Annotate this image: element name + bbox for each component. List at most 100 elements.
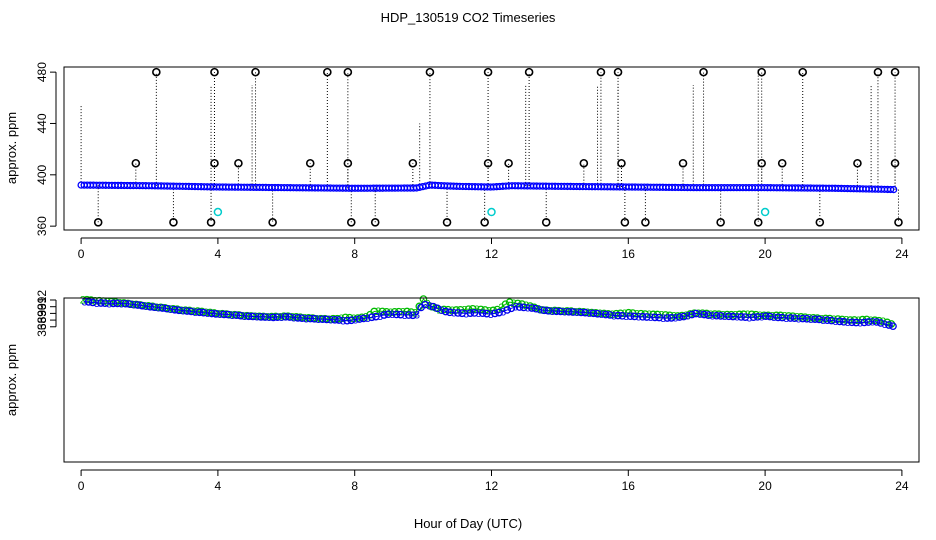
series-point-3 xyxy=(466,309,475,317)
series-point-2 xyxy=(468,304,477,313)
series-symbol-3: 3 xyxy=(599,309,605,321)
y-tick-label: 390 xyxy=(35,303,49,323)
y-tick-label: 368 xyxy=(35,316,49,336)
top-plot-frame xyxy=(63,66,920,231)
series-symbol-2: 2 xyxy=(708,309,714,321)
top-spike-lines xyxy=(80,67,899,223)
series-point-3 xyxy=(257,312,265,321)
series-point-3 xyxy=(835,317,844,326)
series-point-3 xyxy=(183,307,191,315)
flag-point xyxy=(305,158,315,168)
x-tick-label: 8 xyxy=(351,479,358,493)
series-symbol-3: 3 xyxy=(291,312,297,324)
series-point-3 xyxy=(175,306,183,315)
chart-title: HDP_130519 CO2 Timeseries xyxy=(381,10,556,25)
x-tick-label: 20 xyxy=(758,247,772,261)
series-point-3 xyxy=(207,309,216,318)
series-point-3 xyxy=(298,314,306,323)
series-symbol-3: 3 xyxy=(709,311,715,323)
series-point-3 xyxy=(716,312,725,320)
series-point-3 xyxy=(614,311,622,320)
series-point-3 xyxy=(331,315,339,324)
series-symbol-3: 3 xyxy=(783,313,789,325)
series-point-3 xyxy=(737,313,746,321)
flag-point xyxy=(853,158,862,168)
x-tick-label: 0 xyxy=(78,247,85,261)
series-point-3 xyxy=(802,314,811,323)
series-symbol-3: 3 xyxy=(537,305,543,317)
series-point-3 xyxy=(667,314,676,322)
series-point-3 xyxy=(146,302,155,311)
series-point-3 xyxy=(384,310,393,319)
flag-point xyxy=(210,67,219,77)
series-point-3 xyxy=(134,301,142,309)
flag-point xyxy=(206,217,216,227)
y-tick-label: 392 xyxy=(35,290,49,310)
series-symbol-2: 2 xyxy=(720,309,726,321)
series-symbol-3: 3 xyxy=(352,315,358,327)
series-symbol-3: 3 xyxy=(106,298,112,310)
series-point-3 xyxy=(675,313,684,321)
series-point-3 xyxy=(515,303,524,311)
x-tick-label: 0 xyxy=(78,479,85,493)
series-point-3 xyxy=(347,316,356,325)
series-symbol-3: 3 xyxy=(562,307,568,319)
series-symbol-3: 3 xyxy=(463,308,469,320)
series-point-3 xyxy=(109,299,118,308)
series-point-3 xyxy=(811,315,819,324)
series-point-3 xyxy=(433,304,442,313)
x-tick-label: 24 xyxy=(895,479,909,493)
series-symbol-2: 2 xyxy=(264,312,270,324)
series-symbol-3: 3 xyxy=(340,315,346,327)
series-symbol-3: 3 xyxy=(660,313,666,325)
baseline-point xyxy=(890,185,898,194)
flag-point xyxy=(480,217,489,227)
series-symbol-3: 3 xyxy=(500,307,506,319)
series-point-2 xyxy=(464,305,473,314)
series-symbol-3: 3 xyxy=(451,308,457,320)
series-point-3 xyxy=(454,309,462,317)
series-symbol-3: 3 xyxy=(180,306,186,318)
series-point-3 xyxy=(318,315,327,324)
series-symbol-3: 3 xyxy=(217,309,223,321)
series-point-3 xyxy=(638,312,647,321)
series-point-3 xyxy=(322,315,331,324)
flag-point xyxy=(408,158,418,168)
series-point-3 xyxy=(885,321,893,329)
top-cyan-markers xyxy=(213,207,770,217)
series-symbol-3: 3 xyxy=(488,309,494,321)
series-point-3 xyxy=(408,311,417,320)
series-symbol-2: 2 xyxy=(498,302,504,314)
series-point-3 xyxy=(848,318,856,327)
series-symbol-2: 2 xyxy=(252,311,258,323)
series-symbol-3: 3 xyxy=(389,309,395,321)
series-point-3 xyxy=(605,311,614,319)
series-point-3 xyxy=(798,314,807,323)
x-tick-label: 4 xyxy=(215,479,222,493)
bottom-x-axis: 0 4 8 12 16 20 24 xyxy=(78,469,909,493)
series-symbol-3: 3 xyxy=(155,303,161,315)
series-point-3 xyxy=(355,315,364,323)
series-point-3 xyxy=(372,312,380,321)
series-symbol-3: 3 xyxy=(205,308,211,320)
series-point-3 xyxy=(519,303,528,312)
bottom-series: 2 2 2 2 2 2 2 2 2 2 2 2 2 2 2 2 2 2 2 2 2 2 2 2 2 2 2 22 2 2 2 2 2 2 2 2 2 2 2… xyxy=(80,294,897,331)
series-symbol-3: 3 xyxy=(771,312,777,324)
series-symbol-2: 2 xyxy=(831,314,837,326)
series-symbol-2: 2 xyxy=(104,296,110,308)
series-symbol-2: 2 xyxy=(363,312,369,324)
series-point-3 xyxy=(688,310,696,319)
series-point-3 xyxy=(889,322,897,331)
series-point-3 xyxy=(569,308,577,316)
y-tick-label: 400 xyxy=(35,164,49,184)
series-point-3 xyxy=(470,309,479,317)
series-point-3 xyxy=(815,315,823,324)
series-point-3 xyxy=(88,298,97,307)
series-point-3 xyxy=(692,309,700,318)
series-symbol-3: 3 xyxy=(266,312,272,324)
series-point-3 xyxy=(704,311,713,319)
series-point-3 xyxy=(170,305,179,314)
series-point-3 xyxy=(552,307,561,316)
series-symbol-3: 3 xyxy=(168,304,174,316)
series-point-3 xyxy=(162,304,171,313)
